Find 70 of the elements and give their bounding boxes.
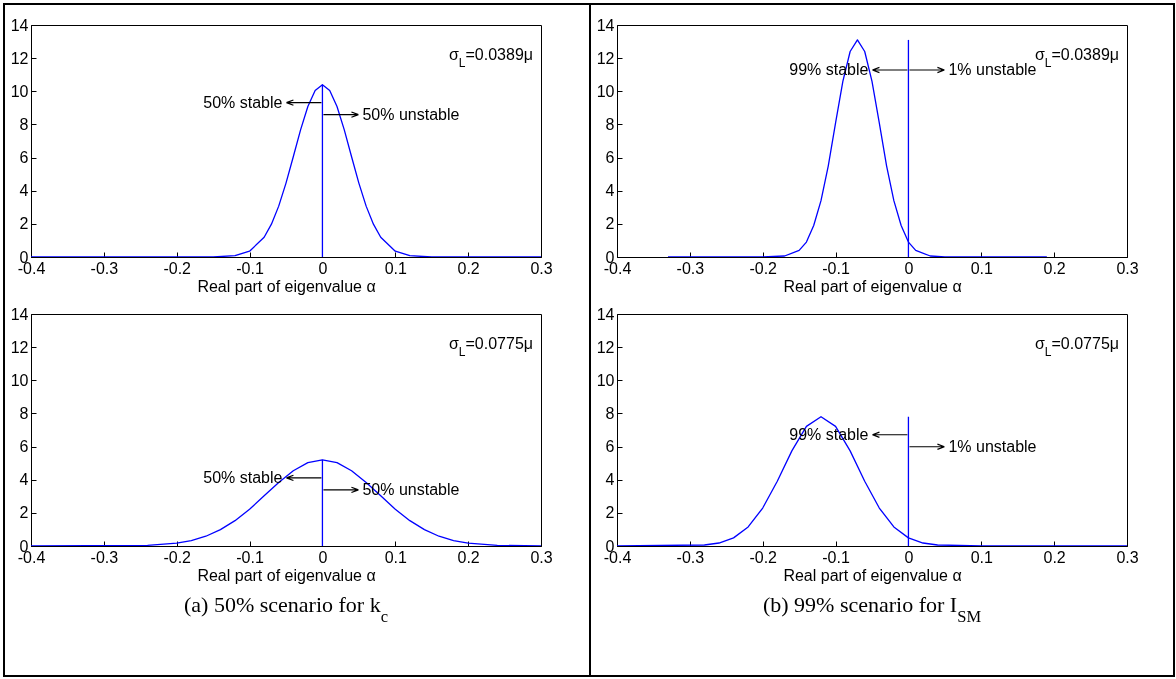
x-tick-label: 0.2 — [457, 548, 480, 566]
text: (a) 50% scenario for k$_{c}$ — [183, 592, 389, 626]
x-tick-label: -0.2 — [749, 259, 778, 277]
y-tick-label: 12 — [10, 338, 29, 356]
annotation: 1% unstable — [948, 61, 1037, 78]
x-tick-label: -0.1 — [236, 548, 264, 566]
x-tick-label: -0.2 — [163, 259, 192, 277]
y-tick-label: 10 — [10, 82, 29, 100]
annotation: σ$_{L}$=0.0775μ — [1034, 335, 1119, 359]
y-tick-label: 2 — [605, 504, 615, 522]
y-tick-label: 12 — [596, 49, 615, 67]
x-tick-label: 0.3 — [530, 548, 553, 566]
y-tick-label: 10 — [596, 82, 615, 100]
x-axis-title: Real part of eigenvalue α — [197, 566, 376, 584]
x-axis-title: Real part of eigenvalue α — [197, 277, 376, 295]
x-tick-label: 0 — [318, 548, 328, 566]
x-axis-title: Real part of eigenvalue α — [783, 277, 962, 295]
y-tick-label: 12 — [10, 49, 29, 67]
y-tick-label: 6 — [605, 149, 615, 167]
x-tick-label: -0.1 — [822, 259, 850, 277]
x-tick-label: 0 — [904, 259, 914, 277]
y-tick-label: 14 — [10, 16, 29, 34]
y-tick-label: 2 — [19, 215, 29, 233]
x-tick-label: 0.3 — [1116, 548, 1139, 566]
y-tick-label: 6 — [19, 438, 29, 456]
y-tick-label: 14 — [596, 16, 615, 34]
y-tick-label: 6 — [605, 438, 615, 456]
annotation: σ$_{L}$=0.0775μ — [448, 335, 533, 359]
y-tick-label: 8 — [19, 404, 29, 422]
x-tick-label: 0.1 — [970, 259, 993, 277]
y-tick-label: 8 — [19, 115, 29, 133]
x-tick-label: 0.2 — [1043, 548, 1066, 566]
y-tick-label: 4 — [19, 471, 29, 489]
x-axis-title: Real part of eigenvalue α — [783, 566, 962, 584]
y-tick-label: 8 — [605, 404, 615, 422]
y-tick-label: 2 — [19, 504, 29, 522]
annotation: 50% stable — [203, 93, 283, 111]
y-tick-label: 12 — [596, 338, 615, 356]
x-tick-label: 0.2 — [1043, 259, 1066, 277]
x-tick-label: 0.3 — [1116, 259, 1139, 277]
x-tick-label: 0.2 — [457, 259, 480, 277]
x-tick-label: -0.3 — [676, 259, 705, 277]
y-tick-label: 6 — [19, 149, 29, 167]
y-tick-label: 8 — [605, 115, 615, 133]
x-tick-label: -0.3 — [90, 259, 119, 277]
y-tick-label: 4 — [605, 471, 615, 489]
y-tick-label: 4 — [605, 182, 615, 200]
y-tick-label: 14 — [10, 305, 29, 323]
x-tick-label: 0.1 — [384, 259, 407, 277]
x-tick-label: 0.3 — [530, 259, 553, 277]
x-tick-label: -0.1 — [236, 259, 264, 277]
annotation: 50% stable — [203, 468, 283, 486]
y-tick-label: 2 — [605, 215, 615, 233]
x-tick-label: -0.2 — [163, 548, 192, 566]
y-tick-label: 4 — [19, 182, 29, 200]
y-tick-label: 10 — [596, 371, 615, 389]
annotation: σ$_{L}$=0.0389μ — [448, 46, 533, 70]
y-tick-label: 14 — [596, 305, 615, 323]
annotation: 50% unstable — [362, 105, 460, 123]
x-tick-label: -0.3 — [676, 548, 705, 566]
annotation: 1% unstable — [948, 437, 1037, 455]
y-tick-label: 10 — [10, 371, 29, 389]
x-tick-label: -0.2 — [749, 548, 778, 566]
x-tick-label: 0 — [904, 548, 914, 566]
x-tick-label: 0 — [318, 259, 328, 277]
x-tick-label: -0.3 — [90, 548, 119, 566]
x-tick-label: 0.1 — [384, 548, 407, 566]
x-tick-label: 0.1 — [970, 548, 993, 566]
text: (b) 99% scenario for I$_{SM}$ — [762, 592, 982, 626]
x-tick-label: -0.1 — [822, 548, 850, 566]
